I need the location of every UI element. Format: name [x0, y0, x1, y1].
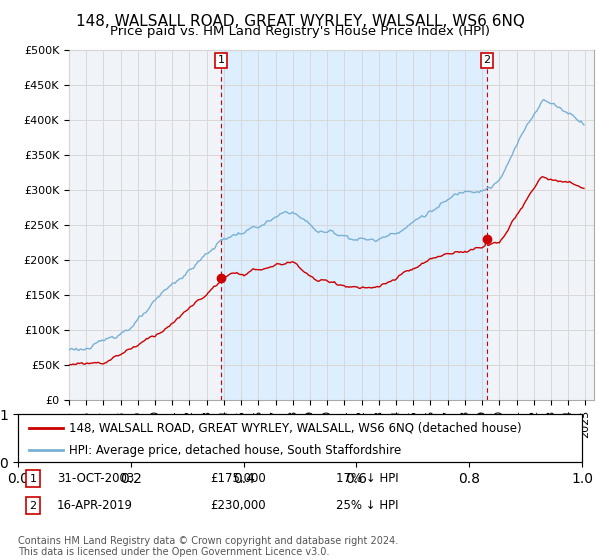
Text: 2: 2 [29, 501, 37, 511]
Text: HPI: Average price, detached house, South Staffordshire: HPI: Average price, detached house, Sout… [69, 444, 401, 456]
Text: 16-APR-2019: 16-APR-2019 [57, 499, 133, 512]
Text: 2: 2 [484, 55, 491, 66]
Bar [221, 50, 487, 400]
Text: 31-OCT-2003: 31-OCT-2003 [57, 472, 134, 486]
Text: Contains HM Land Registry data © Crown copyright and database right 2024.
This d: Contains HM Land Registry data © Crown c… [18, 535, 398, 557]
Text: 148, WALSALL ROAD, GREAT WYRLEY, WALSALL, WS6 6NQ (detached house): 148, WALSALL ROAD, GREAT WYRLEY, WALSALL… [69, 421, 521, 434]
Text: 17% ↓ HPI: 17% ↓ HPI [336, 472, 398, 486]
Text: Price paid vs. HM Land Registry's House Price Index (HPI): Price paid vs. HM Land Registry's House … [110, 25, 490, 38]
Text: 1: 1 [217, 55, 224, 66]
Text: 148, WALSALL ROAD, GREAT WYRLEY, WALSALL, WS6 6NQ: 148, WALSALL ROAD, GREAT WYRLEY, WALSALL… [76, 14, 524, 29]
Text: 1: 1 [29, 474, 37, 484]
Text: £175,000: £175,000 [210, 472, 266, 486]
Text: £230,000: £230,000 [210, 499, 266, 512]
Text: 25% ↓ HPI: 25% ↓ HPI [336, 499, 398, 512]
